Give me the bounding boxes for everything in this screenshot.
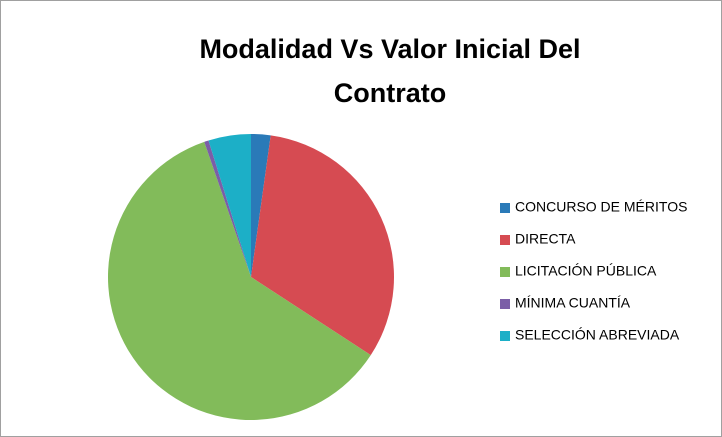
legend-label: LICITACIÓN PÚBLICA (515, 263, 657, 279)
pie-slice (108, 141, 371, 420)
pie-slice (208, 134, 251, 277)
legend-swatch (500, 331, 510, 341)
legend-swatch (500, 299, 510, 309)
pie-slice (251, 134, 271, 277)
legend-swatch (500, 203, 510, 213)
chart-title: Modalidad Vs Valor Inicial Del (199, 34, 580, 64)
legend-label: CONCURSO DE MÉRITOS (515, 199, 687, 215)
legend-swatch (500, 267, 510, 277)
legend-swatch (500, 235, 510, 245)
legend-label: SELECCIÓN ABREVIADA (515, 327, 680, 343)
pie-slice (204, 140, 251, 277)
legend-label: DIRECTA (515, 231, 576, 247)
pie-slice (251, 135, 395, 356)
chart-title: Contrato (334, 78, 446, 108)
legend-label: MÍNIMA CUANTÍA (515, 295, 631, 311)
